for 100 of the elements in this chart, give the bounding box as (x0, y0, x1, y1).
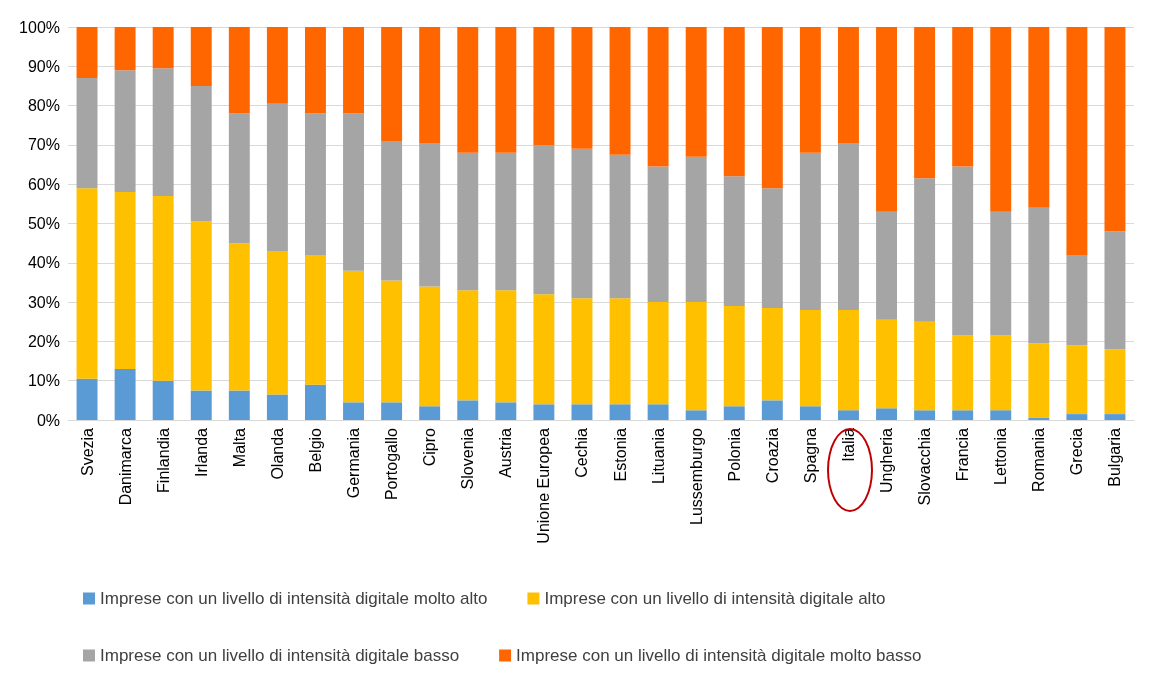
bar (761, 188, 783, 308)
bar (190, 390, 212, 420)
bar (1066, 345, 1088, 415)
bar (495, 402, 517, 420)
bar (419, 406, 441, 420)
bar (609, 154, 631, 299)
bar (914, 321, 936, 411)
bar (723, 306, 745, 407)
bar (114, 192, 136, 369)
bar (1104, 414, 1126, 420)
x-tick-label: Malta (230, 427, 248, 468)
bar (495, 290, 517, 403)
x-tick-label: Finlandia (154, 427, 172, 493)
bar (799, 152, 821, 310)
bar (914, 410, 936, 420)
x-tick-label: Ungheria (878, 427, 896, 493)
bar (457, 152, 479, 291)
bar (685, 410, 707, 420)
bar (914, 27, 936, 179)
bar (190, 27, 212, 86)
bar (304, 27, 326, 114)
x-tick-label: Olanda (268, 427, 286, 480)
bar (343, 402, 365, 420)
bar (609, 404, 631, 420)
bar (419, 142, 441, 287)
bar (457, 400, 479, 420)
bar (190, 221, 212, 391)
bar (495, 27, 517, 153)
bar (914, 178, 936, 322)
x-tick-label: Belgio (306, 427, 324, 473)
bar (571, 148, 593, 299)
x-tick-label: Germania (345, 427, 363, 499)
bar (1066, 27, 1088, 255)
x-tick-label: Lituania (649, 427, 667, 485)
bar (304, 384, 326, 420)
bar (723, 176, 745, 307)
y-tick-label: 20% (27, 332, 60, 350)
legend-label: Imprese con un livello di intensità digitale molto basso (516, 646, 922, 665)
x-tick-label: Unione Europea (535, 427, 553, 544)
bar (1104, 27, 1126, 232)
bar (990, 335, 1012, 411)
bar (723, 406, 745, 420)
bar (381, 280, 403, 403)
legend-label: Imprese con un livello di intensità digitale molto alto (100, 589, 488, 608)
bar (799, 27, 821, 153)
bar (647, 302, 669, 405)
bar (457, 27, 479, 153)
bar (266, 103, 288, 252)
bar (571, 404, 593, 420)
bar (76, 188, 98, 379)
legend-label: Imprese con un livello di intensità digitale basso (100, 646, 460, 665)
x-tick-label: Austria (497, 427, 515, 478)
bar (799, 309, 821, 407)
y-tick-label: 0% (36, 411, 60, 429)
y-tick-label: 70% (27, 136, 60, 154)
bar (647, 27, 669, 167)
bar (343, 27, 365, 114)
x-tick-label: Svezia (78, 427, 96, 477)
bar (228, 390, 250, 420)
bar (381, 140, 403, 281)
bar (837, 142, 859, 310)
bar (876, 211, 898, 320)
bar (114, 70, 136, 193)
bar (799, 406, 821, 420)
bar (990, 410, 1012, 420)
bar (761, 400, 783, 420)
y-tick-label: 90% (27, 57, 60, 75)
bar (990, 27, 1012, 212)
bar (761, 27, 783, 189)
x-tick-label: Cechia (573, 427, 591, 478)
x-tick-label: Grecia (1068, 427, 1086, 476)
bar (571, 27, 593, 149)
bar (647, 404, 669, 420)
bar (114, 368, 136, 420)
bar (533, 404, 555, 420)
y-tick-label: 100% (19, 18, 60, 36)
bar (1028, 343, 1050, 419)
x-tick-label: Croazia (763, 427, 781, 484)
y-tick-label: 50% (27, 215, 60, 232)
bar (837, 410, 859, 420)
bar (1066, 414, 1088, 420)
bar (419, 27, 441, 143)
bar (533, 27, 555, 145)
x-tick-label: Polonia (725, 427, 743, 482)
bar (837, 27, 859, 143)
x-tick-label: Bulgaria (1106, 427, 1124, 487)
bar (190, 85, 212, 222)
bar (609, 298, 631, 405)
bar (457, 290, 479, 401)
bar (266, 27, 288, 104)
y-tick-label: 30% (27, 293, 60, 311)
x-tick-label: Irlanda (192, 427, 210, 477)
bar (1104, 231, 1126, 350)
bar (152, 68, 174, 196)
bar (495, 152, 517, 291)
bar (685, 27, 707, 157)
x-tick-label: Portogallo (383, 427, 401, 501)
bar (343, 113, 365, 271)
bar (685, 302, 707, 411)
bar (419, 286, 441, 407)
